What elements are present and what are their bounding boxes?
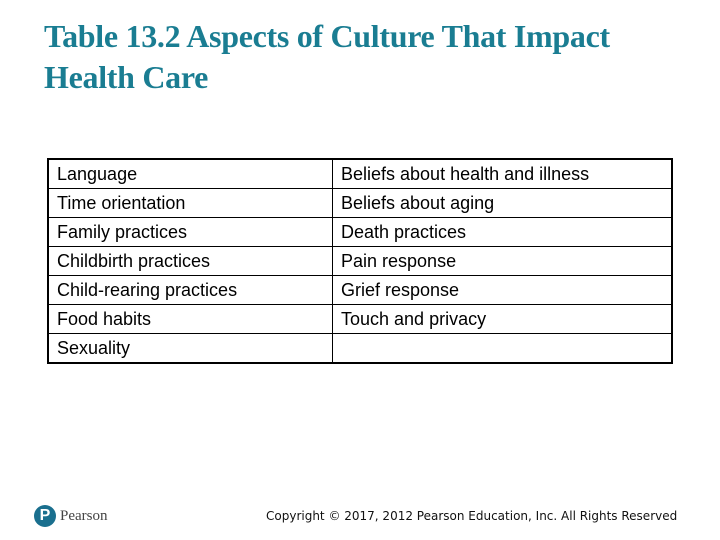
- pearson-logo: P Pearson: [34, 505, 108, 527]
- table-cell: Beliefs about health and illness: [332, 158, 673, 189]
- table-row: Time orientation Beliefs about aging: [47, 188, 673, 218]
- slide-title: Table 13.2 Aspects of Culture That Impac…: [44, 18, 610, 95]
- table-row: Sexuality: [47, 333, 673, 364]
- table-cell: Language: [47, 158, 333, 189]
- table-cell: Family practices: [47, 217, 333, 247]
- table-cell: Food habits: [47, 304, 333, 334]
- pearson-p-icon: P: [34, 505, 56, 527]
- table-cell: Time orientation: [47, 188, 333, 218]
- table-cell: Childbirth practices: [47, 246, 333, 276]
- culture-aspects-table: Language Beliefs about health and illnes…: [47, 158, 673, 364]
- table-cell: Sexuality: [47, 333, 333, 364]
- table-cell: Pain response: [332, 246, 673, 276]
- table-cell: Child-rearing practices: [47, 275, 333, 305]
- table-cell: [332, 333, 673, 364]
- copyright-notice: Copyright © 2017, 2012 Pearson Education…: [266, 509, 678, 523]
- table-cell: Death practices: [332, 217, 673, 247]
- table-row: Childbirth practices Pain response: [47, 246, 673, 276]
- table-row: Language Beliefs about health and illnes…: [47, 158, 673, 189]
- table-row: Family practices Death practices: [47, 217, 673, 247]
- logo-text: Pearson: [60, 507, 108, 524]
- table-cell: Touch and privacy: [332, 304, 673, 334]
- table-row: Child-rearing practices Grief response: [47, 275, 673, 305]
- table-cell: Beliefs about aging: [332, 188, 673, 218]
- table-row: Food habits Touch and privacy: [47, 304, 673, 334]
- table-cell: Grief response: [332, 275, 673, 305]
